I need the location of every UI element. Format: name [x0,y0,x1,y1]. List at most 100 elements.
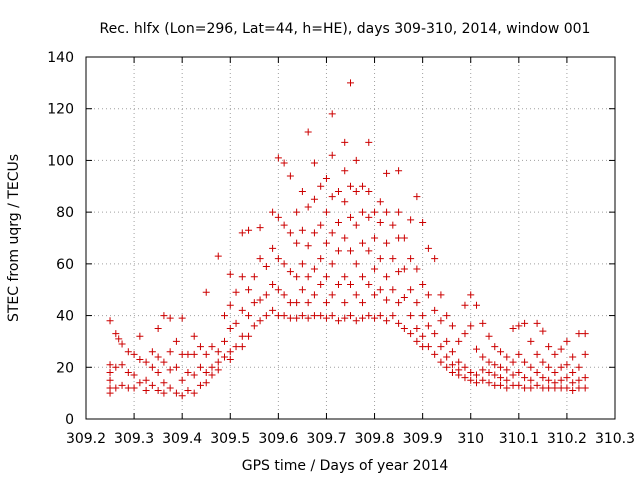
data-point [280,312,288,320]
y-tick-label: 60 [56,257,74,273]
data-point [172,363,180,371]
data-point [317,221,325,229]
data-point [461,301,469,309]
data-point [400,234,408,242]
data-point [256,255,264,263]
data-point [341,234,349,242]
data-point [365,138,373,146]
data-point [293,299,301,307]
data-point [472,371,480,379]
data-point [256,317,264,325]
data-point [407,312,415,320]
data-point [232,343,240,351]
y-tick-label: 80 [56,205,74,221]
data-point [334,247,342,255]
data-point [328,312,336,320]
data-point [527,337,535,345]
data-point [148,381,156,389]
data-point [262,291,270,299]
data-point [455,358,463,366]
data-point [118,361,126,369]
data-point [443,363,451,371]
data-point [238,306,246,314]
data-point [160,358,168,366]
data-point [298,312,306,320]
data-point [304,299,312,307]
data-point [226,356,234,364]
data-point [539,327,547,335]
data-point [431,255,439,263]
data-point [539,374,547,382]
data-point [328,110,336,118]
data-point [365,247,373,255]
data-point [569,353,577,361]
data-point [497,363,505,371]
data-point [310,291,318,299]
ticks-layer [85,56,616,420]
data-point [419,281,427,289]
x-tick-label: 309.6 [258,431,298,447]
data-point [371,314,379,322]
data-point [256,296,264,304]
data-point [298,260,306,268]
data-point [232,319,240,327]
data-point [389,286,397,294]
data-point [515,368,523,376]
data-point [503,384,511,392]
data-point [304,203,312,211]
data-point [503,366,511,374]
data-point [142,376,150,384]
data-point [437,343,445,351]
data-point [347,79,354,87]
data-point [154,325,162,332]
data-point [286,172,294,180]
data-point [575,384,583,392]
data-point [461,374,469,382]
data-point [359,314,367,322]
data-point [214,358,222,366]
data-point [497,381,505,389]
data-point [551,350,559,358]
data-point [551,368,559,376]
data-points-layer [106,79,589,400]
data-point [497,348,505,356]
data-point [479,353,487,361]
data-point [347,312,354,320]
data-point [298,226,306,234]
data-point [334,187,342,195]
x-tick-label: 310.2 [547,431,587,447]
data-point [575,363,583,371]
data-point [359,239,367,247]
data-point [250,322,258,330]
data-point [575,330,583,338]
data-point [328,291,336,299]
data-point [154,368,162,376]
data-point [485,368,493,376]
data-point [238,229,246,237]
data-point [286,314,294,322]
data-point [431,330,439,338]
data-point [472,301,480,309]
data-point [521,319,529,327]
data-point [269,306,277,314]
data-point [575,376,583,384]
data-point [437,317,445,325]
x-tick-label: 309.3 [114,431,154,447]
data-point [317,255,325,263]
data-point [262,312,270,320]
chart-title: Rec. hlfx (Lon=296, Lat=44, h=HE), days … [100,21,591,37]
data-point [154,387,162,395]
data-point [479,366,487,374]
data-point [334,281,342,289]
data-point [376,312,384,320]
data-point [148,363,156,371]
data-point [310,195,318,203]
data-point [485,332,493,340]
data-point [407,330,415,338]
data-point [118,381,126,389]
x-tick-label: 309.5 [210,431,250,447]
data-point [407,255,415,263]
data-point [124,368,132,376]
